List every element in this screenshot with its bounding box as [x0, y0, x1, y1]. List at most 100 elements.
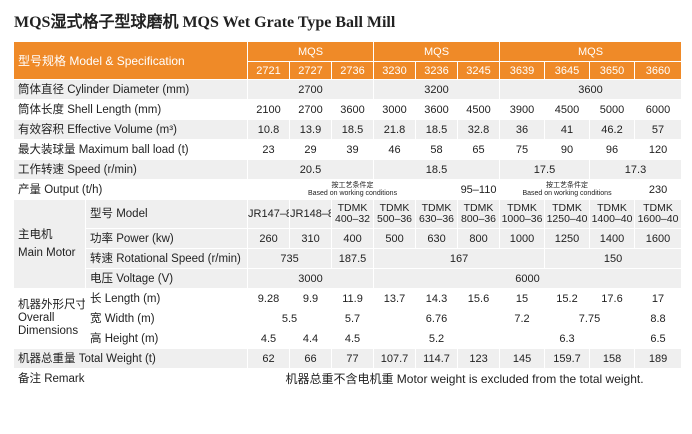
note-en: Based on working conditions [307, 189, 398, 197]
table-cell: 9.28 [247, 288, 291, 309]
table-row: 最大装球量 Maximum ball load (t) 23 29 39 46 … [12, 139, 683, 160]
table-row: 高 Height (m) 4.5 4.4 4.5 5.2 6.3 6.5 [13, 328, 683, 349]
row-label: 高 Height (m) [84, 328, 249, 349]
table-cell: 260 [247, 228, 291, 249]
model-header: 3650 [589, 61, 636, 80]
row-label: 筒体长度 Shell Length (mm) [12, 99, 249, 120]
table-cell: 46.2 [589, 119, 636, 140]
row-label: 宽 Width (m) [84, 308, 249, 329]
table-cell: 145 [499, 348, 546, 369]
table-cell: 21.8 [373, 119, 417, 140]
group-header: MQS [373, 41, 501, 62]
model-header: 3236 [415, 61, 459, 80]
table-cell: 6.3 [499, 328, 636, 349]
table-row: 功率 Power (kw) 260 310 400 500 630 800 10… [13, 228, 683, 249]
table-cell: 3600 [415, 99, 459, 120]
table-cell: 8.8 [634, 308, 683, 329]
note-cn: 按工艺条件定 [546, 181, 589, 189]
table-cell: 2100 [247, 99, 291, 120]
table-cell: 5.2 [373, 328, 501, 349]
model-header: 3639 [499, 61, 546, 80]
table-cell: 46 [373, 139, 417, 160]
table-cell: TDMK 1400–40 [589, 199, 636, 229]
table-cell: 6.5 [634, 328, 683, 349]
model-header: 3230 [373, 61, 417, 80]
output-note: 按工艺条件定 Based on working conditions [247, 179, 459, 200]
row-label: 机器总重量 Total Weight (t) [12, 348, 249, 369]
table-cell: 18.5 [331, 119, 375, 140]
table-cell: 90 [544, 139, 591, 160]
model-header: 3660 [634, 61, 683, 80]
table-row: 转速 Rotational Speed (r/min) 735 187.5 16… [13, 248, 683, 269]
table-cell: 167 [373, 248, 546, 269]
table-cell: 18.5 [373, 159, 501, 180]
table-cell: 17 [634, 288, 683, 309]
table-cell: 159.7 [544, 348, 591, 369]
group-header: MQS [499, 41, 683, 62]
table-cell: 18.5 [415, 119, 459, 140]
group-header: MQS [247, 41, 375, 62]
table-cell: 187.5 [331, 248, 375, 269]
remark-text: 机器总重不含电机重 Motor weight is excluded from … [247, 368, 683, 389]
table-cell: 15.6 [457, 288, 501, 309]
row-label: 产量 Output (t/h) [12, 179, 249, 200]
row-label: 长 Length (m) [84, 288, 249, 309]
table-row: 工作转速 Speed (r/min) 20.5 18.5 17.5 17.3 [12, 159, 683, 180]
page-title: MQS湿式格子型球磨机 MQS Wet Grate Type Ball Mill [14, 14, 396, 31]
table-cell: 735 [247, 248, 333, 269]
table-cell: 120 [634, 139, 683, 160]
table-cell: 14.3 [415, 288, 459, 309]
table-cell: 17.5 [499, 159, 591, 180]
spec-header: 型号规格 Model & Specification [12, 41, 249, 80]
table-cell: 158 [589, 348, 636, 369]
table-cell: 4.5 [331, 328, 375, 349]
table-cell: TDMK 800–36 [457, 199, 501, 229]
row-label: 转速 Rotational Speed (r/min) [84, 248, 249, 269]
table-row: 机器外形尺寸 Overall Dimensions 长 Length (m) 9… [13, 288, 683, 349]
table-row: 主电机 Main Motor 型号 Model JR147–8 JR148–8 … [13, 199, 683, 289]
group-label-en: Overall Dimensions [18, 312, 79, 337]
table-cell: 107.7 [373, 348, 417, 369]
table-cell: 4.4 [289, 328, 333, 349]
table-cell: 4500 [544, 99, 591, 120]
model-header: 2721 [247, 61, 291, 80]
table-cell: 32.8 [457, 119, 501, 140]
table-row: 电压 Voltage (V) 3000 6000 [13, 268, 683, 289]
table-cell: 9.9 [289, 288, 333, 309]
table-cell: 114.7 [415, 348, 459, 369]
group-label-main-motor: 主电机 Main Motor [13, 199, 86, 289]
table-cell: 39 [331, 139, 375, 160]
table-cell: 15.2 [544, 288, 591, 309]
table-cell: 500 [373, 228, 417, 249]
table-cell: 1600 [634, 228, 683, 249]
table-cell: 5.7 [331, 308, 375, 329]
table-cell: 2700 [247, 79, 375, 100]
row-label: 最大装球量 Maximum ball load (t) [12, 139, 249, 160]
table-cell: 3600 [499, 79, 683, 100]
table-cell: 800 [457, 228, 501, 249]
table-cell: 66 [289, 348, 333, 369]
table-cell: 7.2 [499, 308, 546, 329]
table-cell: 11.9 [331, 288, 375, 309]
table-row: 备注 Remark 机器总重不含电机重 Motor weight is excl… [12, 368, 683, 389]
group-label-cn: 机器外形尺寸 [18, 299, 86, 311]
table-cell: 3000 [247, 268, 375, 289]
table-cell: 95–110 [457, 179, 501, 200]
table-cell: 3900 [499, 99, 546, 120]
note-en: Based on working conditions [522, 189, 612, 197]
table-cell: 7.75 [544, 308, 636, 329]
table-row: 产量 Output (t/h) 按工艺条件定 Based on working … [12, 179, 683, 200]
row-label: 有效容积 Effective Volume (m³) [12, 119, 249, 140]
table-cell: 150 [544, 248, 683, 269]
row-label: 型号 Model [84, 199, 249, 229]
row-label: 备注 Remark [12, 368, 249, 389]
group-label-overall-dimensions: 机器外形尺寸 Overall Dimensions [13, 288, 86, 349]
table-cell: 5.5 [247, 308, 333, 329]
table-cell: 123 [457, 348, 501, 369]
table-cell: 17.6 [589, 288, 636, 309]
table-cell: TDMK 630–36 [415, 199, 459, 229]
table-cell: 29 [289, 139, 333, 160]
table-cell: 36 [499, 119, 546, 140]
table-cell: 65 [457, 139, 501, 160]
table-cell: 4500 [457, 99, 501, 120]
